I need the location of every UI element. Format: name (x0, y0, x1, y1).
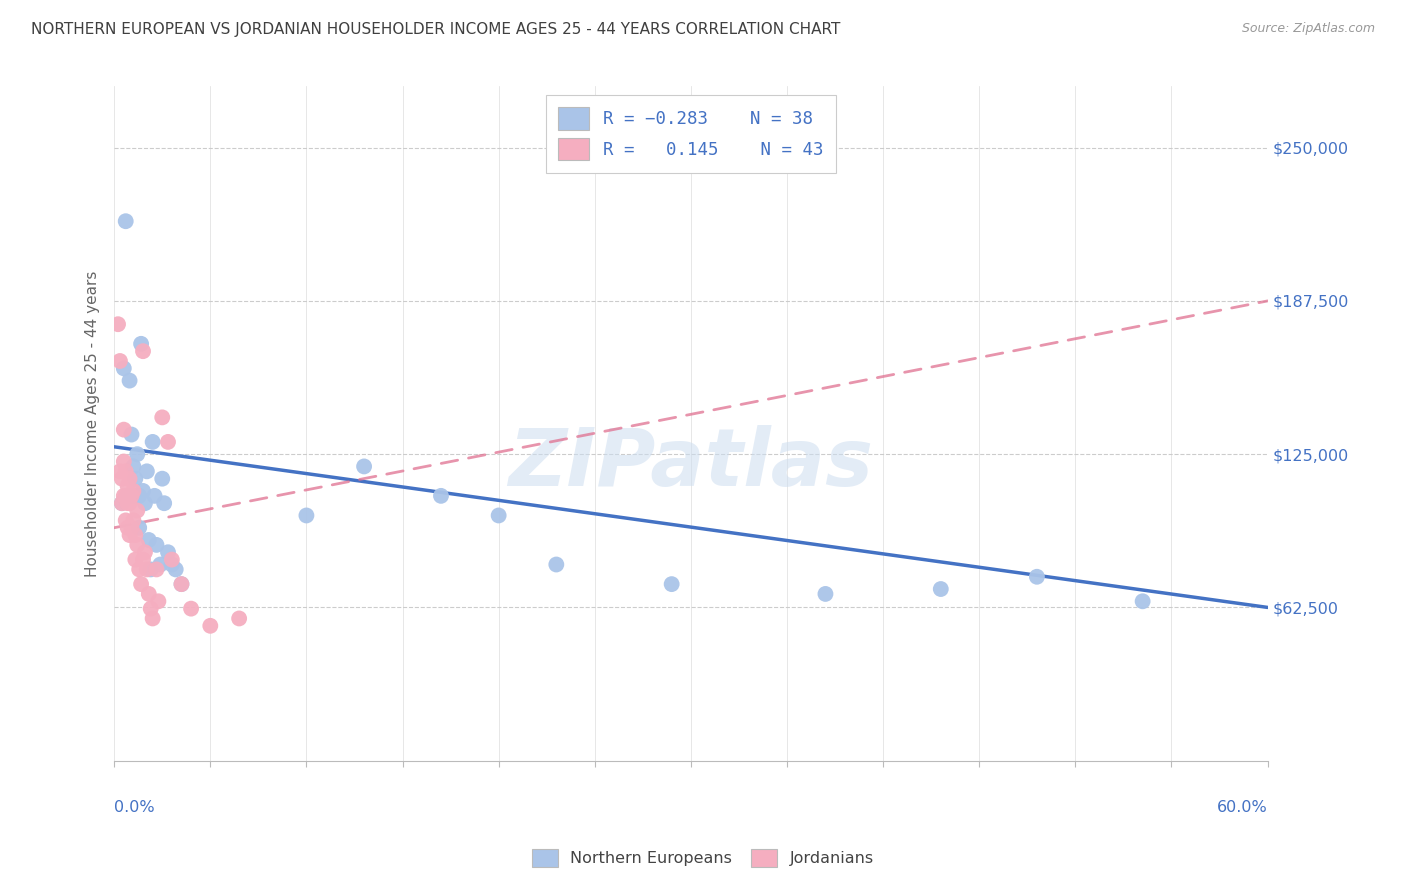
Point (118, 496, 141, 510)
Point (121, 489, 143, 503)
Point (118, 374, 141, 388)
Point (118, 528, 141, 542)
Point (114, 513, 136, 527)
Point (929, 582, 952, 596)
Point (122, 513, 145, 527)
Legend: Northern Europeans, Jordanians: Northern Europeans, Jordanians (524, 840, 882, 875)
Point (142, 611, 165, 625)
Point (153, 496, 176, 510)
Point (150, 410, 173, 425)
Point (132, 552, 155, 566)
Point (145, 562, 167, 576)
Point (200, 619, 222, 633)
Text: ZIPatlas: ZIPatlas (509, 425, 873, 503)
Point (139, 562, 162, 576)
Point (135, 464, 157, 478)
Point (138, 533, 160, 547)
Point (112, 361, 135, 376)
Point (108, 354, 131, 368)
Point (1025, 570, 1047, 584)
Point (111, 472, 134, 486)
Point (124, 552, 146, 566)
Point (156, 545, 179, 559)
Point (111, 496, 134, 510)
Point (135, 562, 157, 576)
Point (132, 344, 155, 359)
Point (128, 521, 150, 535)
Point (1132, 594, 1154, 608)
Text: NORTHERN EUROPEAN VS JORDANIAN HOUSEHOLDER INCOME AGES 25 - 44 YEARS CORRELATION: NORTHERN EUROPEAN VS JORDANIAN HOUSEHOLD… (31, 22, 841, 37)
Point (132, 483, 155, 498)
Point (114, 464, 136, 478)
Point (139, 601, 162, 615)
Point (114, 489, 136, 503)
Point (112, 423, 135, 437)
Point (180, 601, 202, 615)
Text: 60.0%: 60.0% (1216, 799, 1268, 814)
Point (661, 577, 683, 591)
Point (170, 577, 193, 591)
Point (124, 472, 146, 486)
Point (143, 489, 166, 503)
Point (122, 459, 145, 474)
Point (108, 464, 131, 478)
Point (295, 508, 318, 523)
Point (129, 336, 152, 351)
Point (430, 489, 453, 503)
Point (117, 479, 139, 493)
Point (117, 496, 139, 510)
Point (121, 521, 143, 535)
Point (134, 545, 156, 559)
Point (165, 562, 187, 576)
Point (142, 434, 165, 449)
Point (124, 528, 146, 542)
Point (111, 496, 134, 510)
Point (127, 447, 149, 461)
Point (134, 496, 156, 510)
Point (129, 577, 152, 591)
Text: 0.0%: 0.0% (114, 799, 155, 814)
Point (353, 459, 375, 474)
Point (112, 454, 135, 468)
Text: Source: ZipAtlas.com: Source: ZipAtlas.com (1241, 22, 1375, 36)
Y-axis label: Householder Income Ages 25 - 44 years: Householder Income Ages 25 - 44 years (86, 270, 100, 577)
Point (145, 538, 167, 552)
Point (170, 577, 193, 591)
Point (107, 317, 129, 331)
Point (149, 558, 172, 572)
Point (138, 587, 160, 601)
Point (128, 489, 150, 503)
Point (488, 508, 510, 523)
Point (117, 521, 139, 535)
Point (814, 587, 837, 601)
Point (156, 434, 179, 449)
Point (546, 558, 568, 572)
Legend: R = −0.283    N = 38, R =   0.145    N = 43: R = −0.283 N = 38, R = 0.145 N = 43 (546, 95, 835, 173)
Point (121, 427, 143, 442)
Point (148, 594, 170, 608)
Point (127, 538, 149, 552)
Point (112, 489, 135, 503)
Point (118, 472, 141, 486)
Point (117, 489, 139, 503)
Point (228, 611, 250, 625)
Point (160, 558, 183, 572)
Point (150, 472, 173, 486)
Point (160, 552, 183, 566)
Point (122, 489, 145, 503)
Point (114, 214, 136, 228)
Point (122, 483, 145, 498)
Point (127, 503, 149, 517)
Point (128, 562, 150, 576)
